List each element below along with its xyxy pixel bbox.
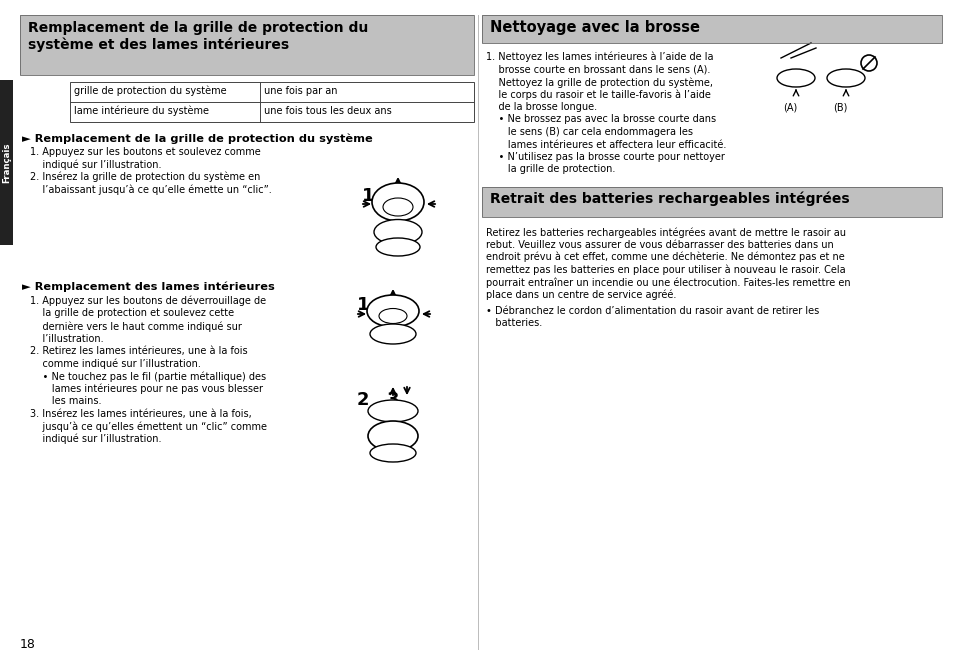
Text: Nettoyage avec la brosse: Nettoyage avec la brosse [490,20,700,35]
Text: lames intérieures et affectera leur efficacité.: lames intérieures et affectera leur effi… [485,140,725,150]
Ellipse shape [374,219,421,244]
Text: 1: 1 [356,296,369,314]
Text: 2. Retirez les lames intérieures, une à la fois: 2. Retirez les lames intérieures, une à … [30,346,248,356]
Text: la grille de protection et soulevez cette: la grille de protection et soulevez cett… [30,309,233,319]
Text: 1. Appuyez sur les boutons et soulevez comme: 1. Appuyez sur les boutons et soulevez c… [30,147,260,157]
Bar [481,187,941,217]
Text: grille de protection du système: grille de protection du système [74,86,227,97]
Text: 1: 1 [361,187,375,205]
Ellipse shape [370,324,416,344]
Text: l’abaissant jusqu’à ce qu’elle émette un “clic”.: l’abaissant jusqu’à ce qu’elle émette un… [30,185,272,195]
Text: Retirez les batteries rechargeables intégrées avant de mettre le rasoir au: Retirez les batteries rechargeables inté… [485,227,845,238]
Ellipse shape [368,421,417,451]
Bar [20,15,474,75]
Text: • Ne brossez pas avec la brosse courte dans: • Ne brossez pas avec la brosse courte d… [485,115,716,125]
Text: ► Remplacement des lames intérieures: ► Remplacement des lames intérieures [22,282,274,293]
Text: 3: 3 [387,391,399,409]
Text: ► Remplacement de la grille de protection du système: ► Remplacement de la grille de protectio… [22,133,373,144]
Text: Français: Français [2,142,11,183]
Ellipse shape [370,444,416,462]
Text: indiqué sur l’illustration.: indiqué sur l’illustration. [30,433,161,444]
Text: • N’utilisez pas la brosse courte pour nettoyer: • N’utilisez pas la brosse courte pour n… [485,152,724,162]
Text: dernière vers le haut comme indiqué sur: dernière vers le haut comme indiqué sur [30,321,242,331]
Text: 3. Insérez les lames intérieures, une à la fois,: 3. Insérez les lames intérieures, une à … [30,409,252,419]
Ellipse shape [368,400,417,422]
Text: (A): (A) [782,103,797,113]
Text: 2. Insérez la grille de protection du système en: 2. Insérez la grille de protection du sy… [30,172,260,183]
Text: le corps du rasoir et le taille-favoris à l’aide: le corps du rasoir et le taille-favoris … [485,89,710,100]
Text: • Ne touchez pas le fil (partie métallique) des: • Ne touchez pas le fil (partie métalliq… [30,371,266,382]
Text: batteries.: batteries. [485,319,541,329]
Text: 1. Appuyez sur les boutons de déverrouillage de: 1. Appuyez sur les boutons de déverrouil… [30,296,266,307]
Bar [20,15,474,75]
Bar [0,80,13,245]
Text: indiqué sur l’illustration.: indiqué sur l’illustration. [30,160,161,170]
Text: une fois tous les deux ans: une fois tous les deux ans [264,106,392,116]
Bar [70,82,474,122]
Text: jusqu’à ce qu’elles émettent un “clic” comme: jusqu’à ce qu’elles émettent un “clic” c… [30,421,267,431]
Text: 18: 18 [20,638,36,651]
Text: • Débranchez le cordon d’alimentation du rasoir avant de retirer les: • Débranchez le cordon d’alimentation du… [485,306,819,316]
Text: endroit prévu à cet effet, comme une déchèterie. Ne démontez pas et ne: endroit prévu à cet effet, comme une déc… [485,252,843,262]
Text: rebut. Veuillez vous assurer de vous débarrasser des batteries dans un: rebut. Veuillez vous assurer de vous déb… [485,240,833,250]
Text: Remplacement de la grille de protection du
système et des lames intérieures: Remplacement de la grille de protection … [28,21,368,52]
Text: les mains.: les mains. [30,396,101,406]
Text: la grille de protection.: la grille de protection. [485,164,615,174]
Text: lames intérieures pour ne pas vous blesser: lames intérieures pour ne pas vous bless… [30,384,263,394]
Text: pourrait entraîner un incendie ou une électrocution. Faites-les remettre en: pourrait entraîner un incendie ou une él… [485,277,850,287]
Text: 2: 2 [356,391,369,409]
Text: lame intérieure du système: lame intérieure du système [74,106,209,117]
Text: brosse courte en brossant dans le sens (A).: brosse courte en brossant dans le sens (… [485,64,710,74]
Text: 1. Nettoyez les lames intérieures à l’aide de la: 1. Nettoyez les lames intérieures à l’ai… [485,52,713,62]
Bar [481,187,941,217]
Text: Retrait des batteries rechargeables intégrées: Retrait des batteries rechargeables inté… [490,192,849,207]
Text: comme indiqué sur l’illustration.: comme indiqué sur l’illustration. [30,358,201,369]
Text: remettez pas les batteries en place pour utiliser à nouveau le rasoir. Cela: remettez pas les batteries en place pour… [485,264,844,275]
Text: une fois par an: une fois par an [264,86,337,96]
Ellipse shape [375,238,419,256]
Text: place dans un centre de service agréé.: place dans un centre de service agréé. [485,289,676,300]
Text: Nettoyez la grille de protection du système,: Nettoyez la grille de protection du syst… [485,77,712,87]
Ellipse shape [367,295,418,327]
Text: (B): (B) [832,103,846,113]
Text: de la brosse longue.: de la brosse longue. [485,102,597,112]
Text: l’illustration.: l’illustration. [30,333,104,344]
Bar [481,15,941,43]
Ellipse shape [372,183,423,221]
Bar [481,15,941,43]
Text: le sens (B) car cela endommagera les: le sens (B) car cela endommagera les [485,127,692,137]
